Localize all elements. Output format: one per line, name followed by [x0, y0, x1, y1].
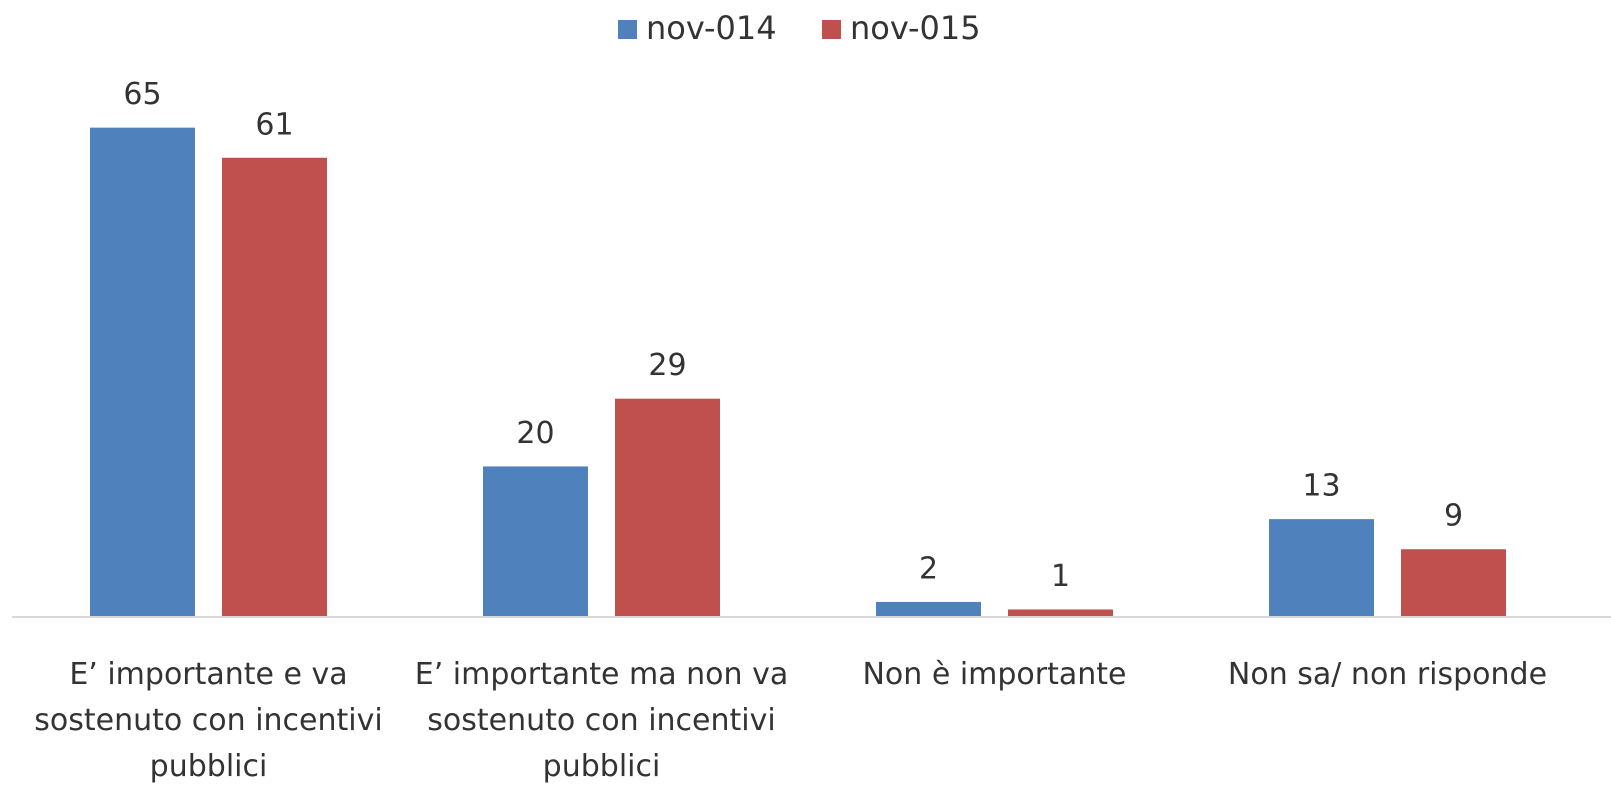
data-label: 20: [516, 416, 554, 451]
bar: [222, 157, 327, 617]
x-tick-label: E’ importante ma non va sostenuto con in…: [414, 657, 789, 784]
bar: [483, 466, 588, 617]
data-label: 65: [123, 77, 161, 112]
data-label: 9: [1444, 499, 1463, 534]
bar: [1008, 609, 1113, 617]
bar: [1269, 519, 1374, 617]
x-tick-label: Non è importante: [862, 657, 1127, 692]
legend-label: nov-015: [850, 9, 981, 47]
data-label: 29: [648, 348, 686, 383]
bar: [90, 127, 195, 618]
x-tick-label: Non sa/ non risponde: [1227, 657, 1548, 692]
data-label: 2: [919, 551, 938, 586]
x-tick-label: E’ importante e va sostenuto con incenti…: [34, 657, 383, 784]
data-label: 13: [1302, 469, 1340, 504]
data-label: 61: [255, 107, 293, 142]
legend-label: nov-014: [646, 9, 777, 47]
legend-swatch: [822, 20, 841, 39]
legend-swatch: [618, 20, 637, 39]
bar: [615, 398, 720, 617]
data-label: 1: [1051, 559, 1070, 594]
bar: [1401, 549, 1506, 617]
bar: [876, 601, 981, 617]
